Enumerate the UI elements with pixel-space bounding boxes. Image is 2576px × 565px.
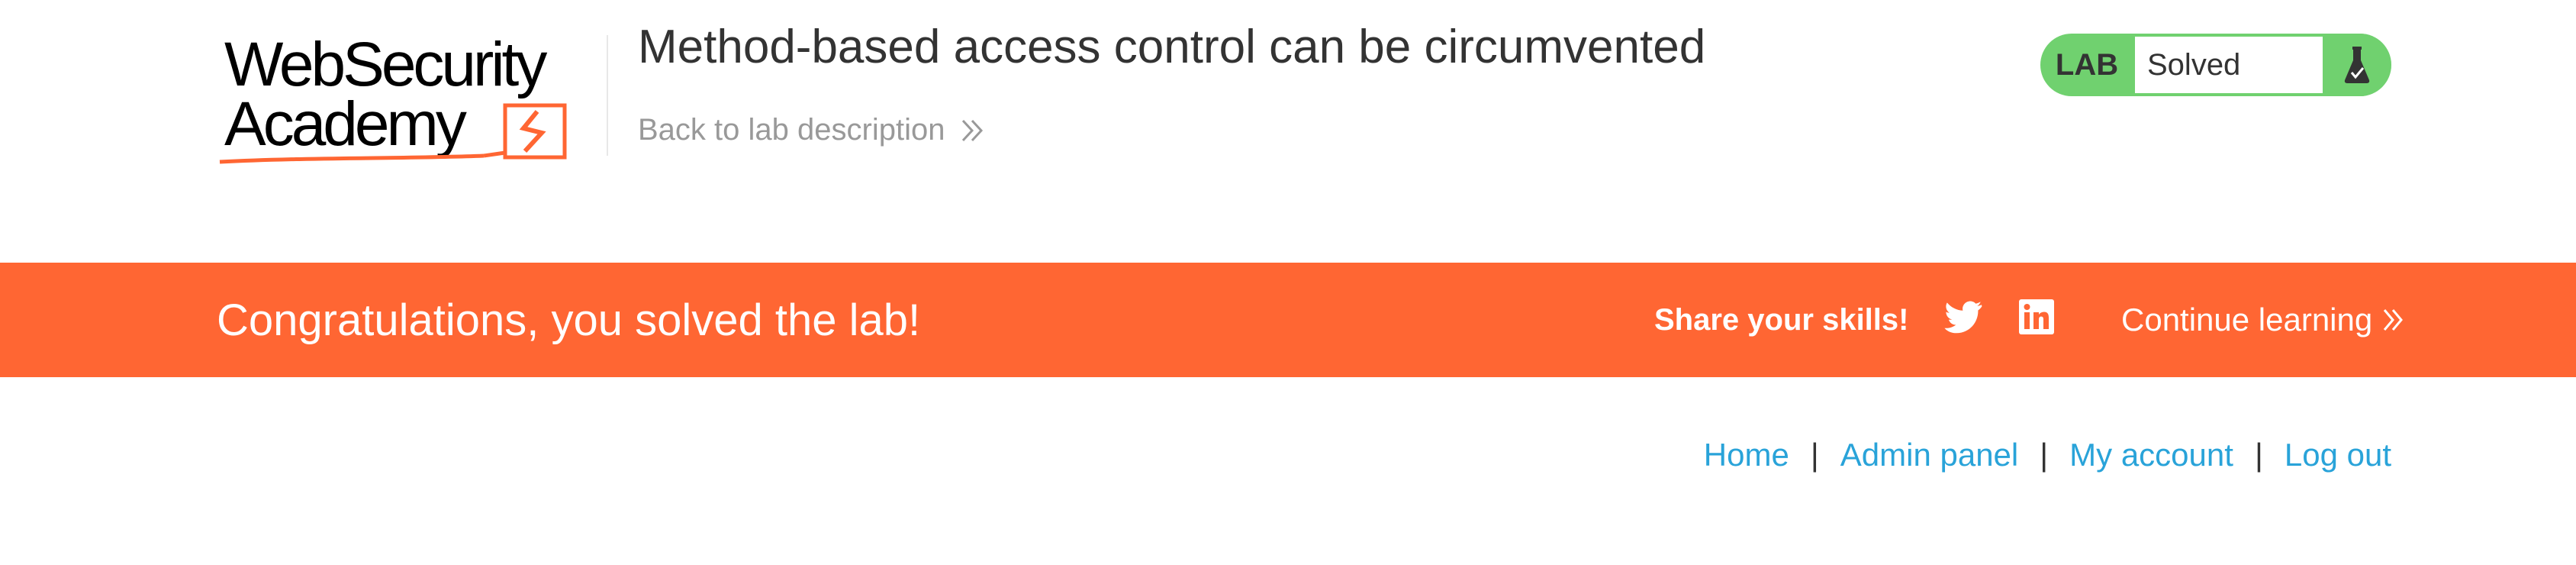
- nav-separator: |: [2254, 437, 2263, 473]
- share-skills-label: Share your skills!: [1654, 302, 1909, 337]
- back-link-label: Back to lab description: [638, 113, 945, 147]
- back-to-lab-description-link[interactable]: Back to lab description: [638, 113, 986, 147]
- congratulations-message: Congratulations, you solved the lab!: [217, 295, 921, 345]
- lab-state: Solved: [2147, 47, 2241, 82]
- double-chevron-right-icon: [2384, 309, 2404, 331]
- nav-log-out-link[interactable]: Log out: [2284, 437, 2391, 473]
- nav-separator: |: [2040, 437, 2049, 473]
- continue-learning-label: Continue learning: [2121, 302, 2373, 337]
- flask-icon: [2323, 34, 2391, 96]
- logo-line-1: WebSecurity: [224, 31, 547, 99]
- lab-status-widget: LAB Solved: [2040, 34, 2391, 96]
- header-divider: [607, 35, 608, 156]
- nav-separator: |: [1810, 437, 1819, 473]
- lab-tag: LAB: [2055, 47, 2119, 82]
- nav-my-account-link[interactable]: My account: [2069, 437, 2233, 473]
- logo-graphic: WebSecurity Academy: [219, 31, 567, 164]
- nav-admin-panel-link[interactable]: Admin panel: [1840, 437, 2019, 473]
- double-chevron-right-icon: [962, 119, 984, 141]
- continue-learning-link[interactable]: Continue learning: [2121, 263, 2406, 377]
- nav-home-link[interactable]: Home: [1703, 437, 1789, 473]
- logo-line-2: Academy: [224, 89, 467, 159]
- linkedin-icon[interactable]: [2019, 299, 2054, 334]
- twitter-icon[interactable]: [1944, 301, 1982, 334]
- web-security-academy-logo[interactable]: WebSecurity Academy: [217, 31, 613, 176]
- solved-banner: Congratulations, you solved the lab! Sha…: [0, 263, 2576, 377]
- lab-title: Method-based access control can be circu…: [638, 21, 1706, 73]
- top-nav: Home | Admin panel | My account | Log ou…: [1704, 432, 2391, 478]
